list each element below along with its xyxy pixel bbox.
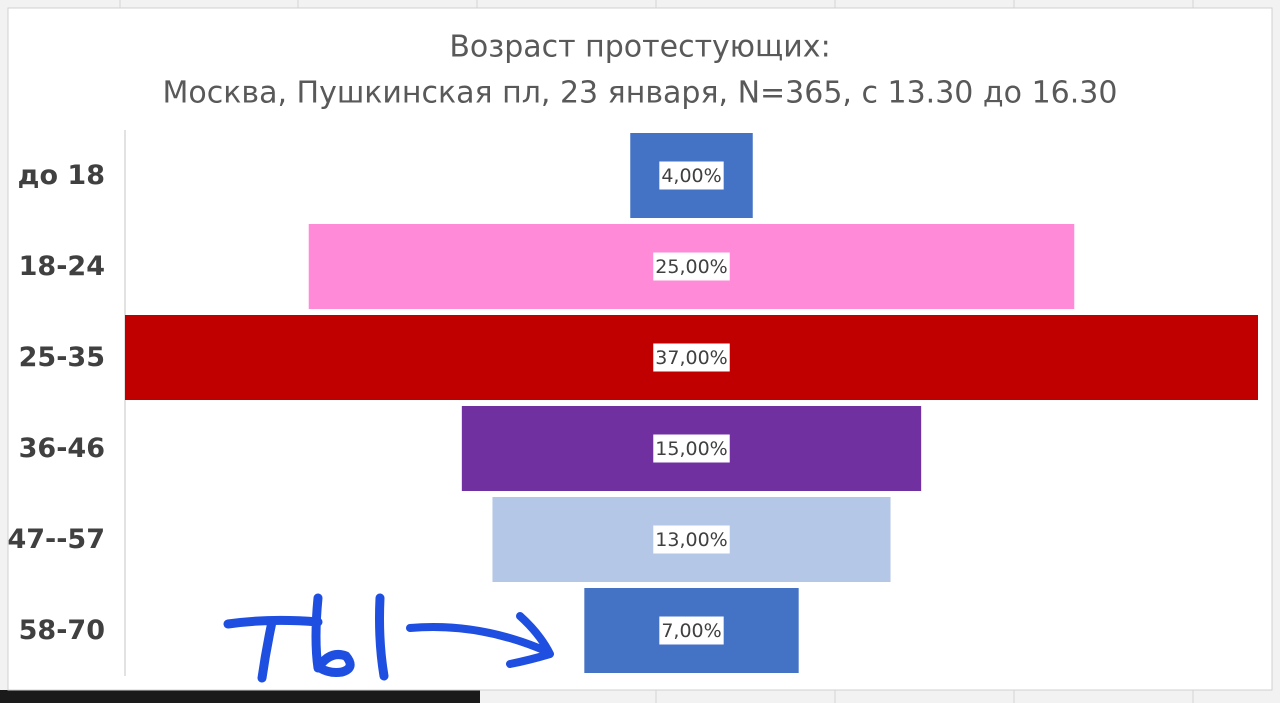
category-label: 36-46: [19, 433, 105, 464]
data-label-bg: [653, 343, 730, 372]
data-label: 7,00%: [661, 620, 721, 642]
data-label: 13,00%: [655, 529, 727, 551]
category-label: 25-35: [19, 342, 105, 373]
data-label-bg: [659, 616, 724, 645]
category-label: 58-70: [19, 615, 105, 646]
data-label-bg: [653, 434, 730, 463]
category-label: 47--57: [7, 524, 105, 555]
data-label-bg: [653, 525, 730, 554]
data-label: 4,00%: [661, 165, 721, 187]
chart-subtitle: Москва, Пушкинская пл, 23 января, N=365,…: [163, 76, 1118, 111]
data-label-bg: [659, 161, 724, 190]
chart-title: Возраст протестующих:: [449, 30, 830, 65]
data-label: 37,00%: [655, 347, 727, 369]
handwritten-scribble: [223, 593, 389, 683]
funnel: до 18 4,00% 18-24 25,00% 25-35 37,00% 36-46 15,…: [7, 133, 1258, 673]
category-label: 18-24: [19, 251, 105, 282]
handwritten-arrow: [406, 612, 554, 668]
sheet-edge: [0, 690, 480, 703]
category-label: до 18: [18, 160, 105, 191]
data-label: 25,00%: [655, 256, 727, 278]
data-label-bg: [653, 252, 730, 281]
data-label: 15,00%: [655, 438, 727, 460]
